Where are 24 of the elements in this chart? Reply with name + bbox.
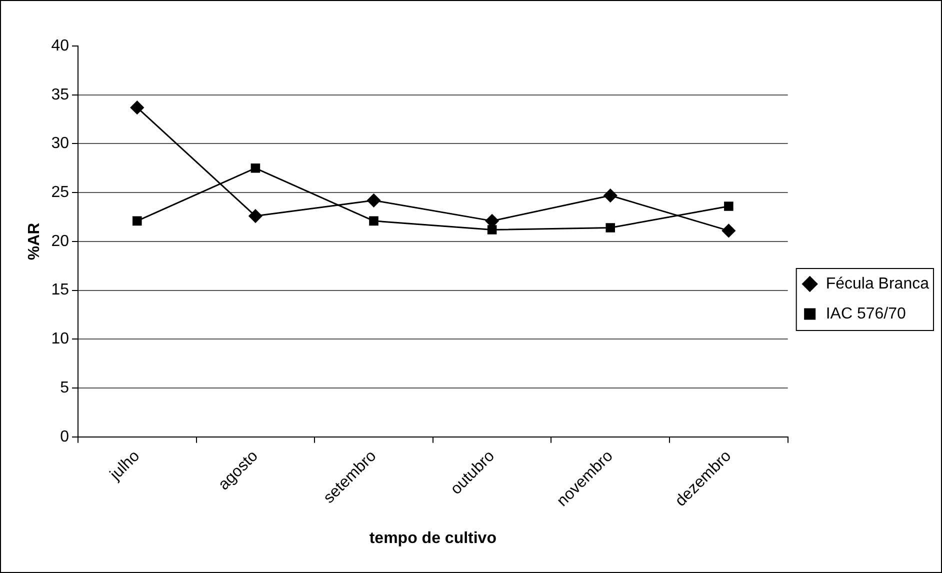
point xyxy=(132,216,142,226)
y-tick-label: 25 xyxy=(51,184,70,201)
point xyxy=(722,224,736,238)
x-axis-title: tempo de cultivo xyxy=(369,530,497,547)
point xyxy=(367,194,381,208)
legend-label: IAC 576/70 xyxy=(826,305,906,322)
point xyxy=(369,216,378,226)
point xyxy=(724,202,734,211)
point xyxy=(130,100,144,114)
y-tick-label: 10 xyxy=(51,330,70,348)
y-tick-label: 15 xyxy=(51,282,70,299)
y-tick-label: 30 xyxy=(51,135,70,152)
y-axis-title: %AR xyxy=(26,222,44,260)
legend-label: Fécula Branca xyxy=(826,275,930,292)
y-tick-label: 0 xyxy=(60,428,70,446)
y-tick-label: 40 xyxy=(51,37,70,54)
y-tick-label: 20 xyxy=(51,232,70,250)
point xyxy=(604,188,618,202)
y-tick-label: 5 xyxy=(60,379,70,396)
point xyxy=(487,225,497,234)
y-tick-label: 35 xyxy=(51,86,70,104)
point xyxy=(248,209,262,223)
point xyxy=(250,164,260,173)
point xyxy=(606,223,616,232)
